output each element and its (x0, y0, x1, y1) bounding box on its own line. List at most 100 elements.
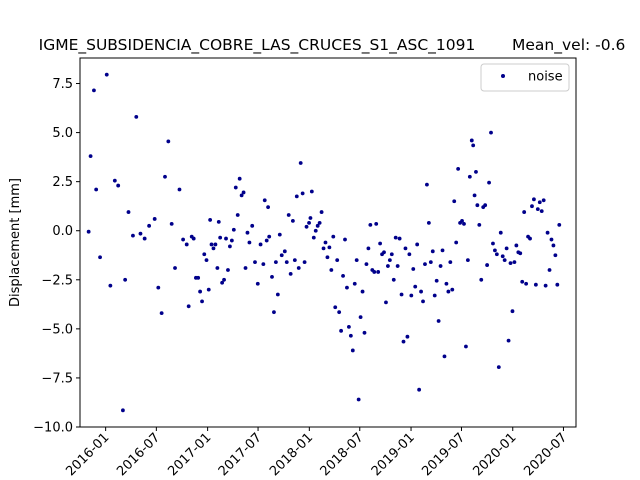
data-point (374, 221, 379, 226)
y-tick-label: −10.0 (33, 421, 73, 436)
data-point (432, 293, 437, 298)
data-point (208, 218, 213, 222)
data-point (215, 266, 220, 270)
data-point (255, 281, 260, 286)
data-point (350, 348, 355, 353)
data-point (337, 310, 342, 315)
data-point (241, 190, 246, 195)
data-point (415, 242, 420, 247)
data-point (454, 240, 459, 245)
data-point (245, 230, 250, 235)
x-tick-label: 2016-07 (114, 430, 163, 479)
data-point (483, 203, 488, 208)
data-point (532, 197, 536, 202)
data-point (528, 236, 532, 241)
data-point (86, 229, 91, 234)
data-point (496, 365, 501, 370)
data-point (286, 213, 291, 217)
data-point (294, 194, 299, 199)
data-point (308, 216, 313, 220)
data-point (345, 285, 349, 290)
data-point (386, 264, 390, 268)
data-point (335, 258, 340, 263)
y-tick-label: −5.0 (41, 322, 73, 337)
data-point (237, 176, 242, 181)
data-point (292, 258, 297, 263)
data-point (391, 277, 396, 282)
data-point (555, 282, 560, 287)
data-point (368, 222, 373, 227)
data-point (524, 281, 529, 286)
data-point (474, 169, 478, 174)
data-point (92, 88, 96, 93)
data-point (547, 268, 552, 272)
data-point (123, 277, 128, 282)
data-point (327, 245, 332, 250)
data-point (411, 267, 416, 271)
data-point (535, 207, 540, 212)
data-point (313, 228, 318, 233)
data-point (434, 278, 439, 283)
data-point (464, 344, 468, 349)
data-point (288, 272, 293, 276)
data-point (247, 240, 252, 245)
y-tick-label: −2.5 (41, 273, 73, 288)
x-axis-ticks: 2016-01 2016-07 2017-01 2017-07 2018-01 2018-… (63, 427, 570, 479)
data-point (220, 280, 225, 285)
data-point (317, 220, 322, 225)
data-point (218, 235, 223, 240)
data-point (243, 266, 248, 270)
data-point (331, 234, 336, 239)
data-point (444, 281, 449, 286)
data-point (397, 236, 402, 241)
data-point (352, 281, 357, 286)
legend-box (480, 63, 570, 92)
plot-points (86, 72, 562, 413)
data-point (184, 242, 189, 247)
data-point (399, 292, 404, 297)
data-point (387, 258, 392, 263)
data-point (163, 174, 167, 179)
data-point (307, 220, 311, 225)
data-point (277, 232, 282, 237)
data-point (325, 255, 330, 260)
data-point (498, 230, 503, 235)
data-point (491, 241, 495, 246)
data-point (426, 220, 431, 225)
data-point (112, 178, 117, 183)
data-point (228, 244, 232, 249)
data-point (94, 187, 99, 192)
data-point (417, 387, 422, 392)
data-point (522, 210, 527, 214)
data-point (121, 408, 125, 413)
data-point (198, 289, 203, 294)
data-point (465, 258, 470, 263)
data-point (159, 311, 164, 316)
data-point (462, 221, 466, 226)
data-point (549, 237, 554, 242)
data-point (222, 277, 226, 282)
data-point (206, 287, 211, 292)
data-point (448, 260, 453, 265)
data-point (452, 199, 457, 204)
data-point (479, 277, 484, 282)
data-point (181, 237, 186, 242)
x-tick-label: 2017-07 (216, 430, 265, 479)
data-point (329, 268, 334, 272)
data-point (235, 213, 240, 217)
data-point (266, 205, 270, 210)
data-point (272, 310, 276, 315)
data-point (343, 237, 347, 242)
data-point (177, 187, 182, 192)
y-tick-label: 5.0 (52, 126, 73, 141)
data-point (104, 72, 109, 77)
data-point (530, 204, 534, 209)
x-tick-label: 2016-01 (63, 430, 112, 479)
data-point (376, 270, 381, 274)
data-point (315, 223, 320, 228)
data-point (407, 252, 412, 257)
data-point (138, 231, 143, 236)
data-point (360, 289, 365, 294)
data-point (250, 223, 255, 228)
data-point (169, 221, 174, 226)
